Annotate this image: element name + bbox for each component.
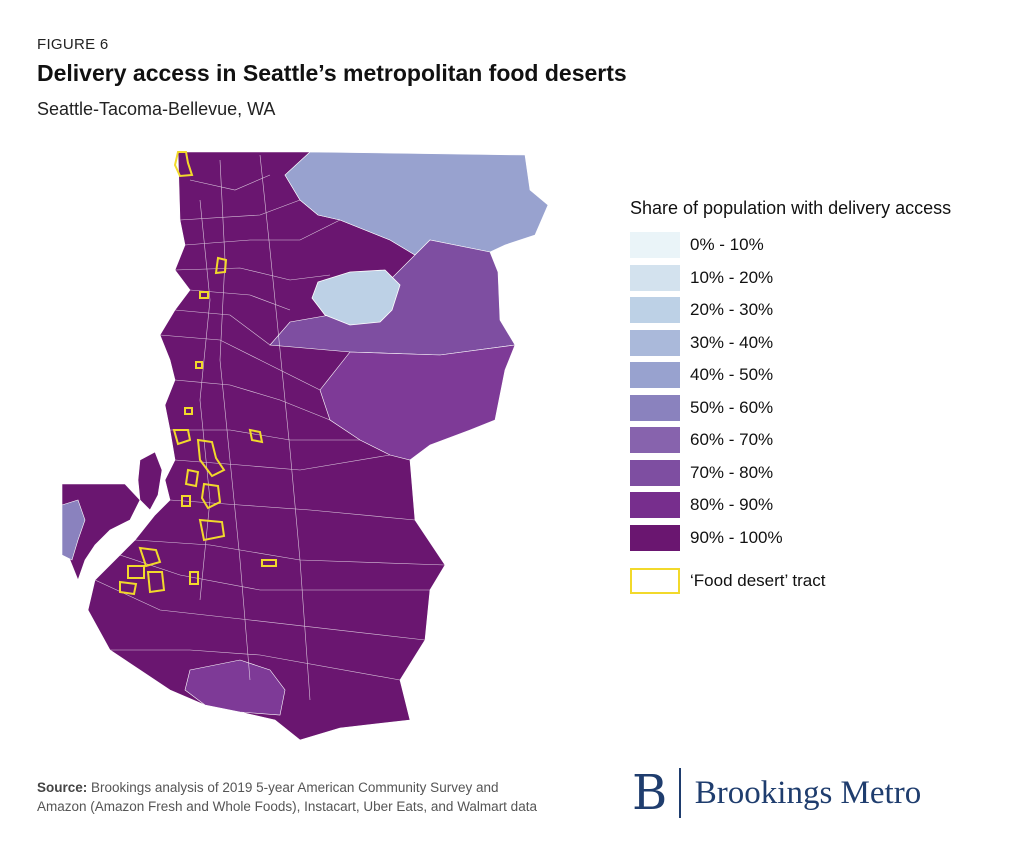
legend-item: 10% - 20% — [630, 262, 951, 295]
legend-swatch — [630, 232, 680, 259]
legend-label: 90% - 100% — [690, 527, 783, 547]
legend-swatch — [630, 297, 680, 324]
legend-item: 50% - 60% — [630, 392, 951, 425]
brand-logo: B Brookings Metro — [632, 768, 921, 818]
brand-logo-mark: B — [632, 765, 668, 821]
map-region-pocket — [311, 269, 401, 326]
legend-item-food-desert: ‘Food desert’ tract — [630, 568, 951, 594]
legend-label: 20% - 30% — [690, 300, 774, 320]
food-desert-tracts — [119, 151, 277, 596]
map-region-west-inlet — [61, 499, 86, 561]
map-region-south — [184, 659, 286, 716]
source-text-line1: Brookings analysis of 2019 5-year Americ… — [91, 780, 499, 795]
figure-label: FIGURE 6 — [37, 36, 109, 53]
food-desert-label: ‘Food desert’ tract — [690, 571, 826, 590]
legend-item: 90% - 100% — [630, 522, 951, 555]
legend-label: 80% - 90% — [690, 495, 774, 515]
metro-map — [61, 151, 549, 741]
legend-item: 40% - 50% — [630, 359, 951, 392]
food-desert-swatch — [630, 568, 680, 594]
source-text-line2: Amazon (Amazon Fresh and Whole Foods), I… — [37, 799, 537, 814]
legend-label: 60% - 70% — [690, 430, 774, 450]
legend-item: 80% - 90% — [630, 489, 951, 522]
legend-item: 70% - 80% — [630, 457, 951, 490]
legend-swatch — [630, 427, 680, 454]
tract-boundaries — [94, 154, 446, 701]
legend-swatch — [630, 524, 680, 551]
legend-label: 50% - 60% — [690, 397, 774, 417]
legend-item: 0% - 10% — [630, 229, 951, 262]
brand-name: Brookings Metro — [694, 774, 922, 811]
legend-items: 0% - 10% 10% - 20% 20% - 30% 30% - 40% 40% -… — [630, 229, 951, 554]
page-title: Delivery access in Seattle’s metropolita… — [37, 60, 627, 86]
source-label: Source: — [37, 780, 88, 795]
map-legend: Share of population with delivery access… — [630, 198, 951, 594]
legend-label: 10% - 20% — [690, 267, 774, 287]
legend-label: 30% - 40% — [690, 332, 774, 352]
legend-swatch — [630, 394, 680, 421]
legend-title: Share of population with delivery access — [630, 198, 952, 218]
brand-divider — [679, 768, 681, 818]
legend-item: 20% - 30% — [630, 294, 951, 327]
legend-label: 0% - 10% — [690, 235, 764, 255]
legend-swatch — [630, 362, 680, 389]
legend-label: 40% - 50% — [690, 365, 774, 385]
legend-swatch — [630, 459, 680, 486]
legend-swatch — [630, 329, 680, 356]
legend-item: 30% - 40% — [630, 327, 951, 360]
legend-swatch — [630, 264, 680, 291]
page-subtitle: Seattle-Tacoma-Bellevue, WA — [37, 99, 276, 119]
source-note: Source: Brookings analysis of 2019 5-yea… — [37, 778, 537, 816]
legend-item: 60% - 70% — [630, 424, 951, 457]
legend-label: 70% - 80% — [690, 462, 774, 482]
legend-swatch — [630, 492, 680, 519]
map-region-island — [137, 451, 163, 511]
